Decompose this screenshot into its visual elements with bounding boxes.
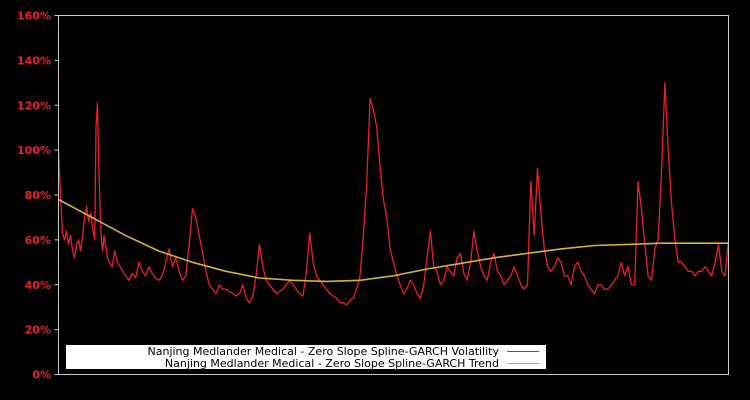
volatility-line <box>57 82 730 306</box>
y-tick-label: 0% <box>32 369 51 382</box>
y-tick-label: 100% <box>17 144 51 157</box>
legend-label-trend: Nanjing Medlander Medical - Zero Slope S… <box>165 357 499 370</box>
legend-label-volatility: Nanjing Medlander Medical - Zero Slope S… <box>148 345 500 358</box>
y-tick-label: 80% <box>25 189 51 202</box>
trend-line <box>58 198 729 283</box>
plot-frame <box>58 15 729 375</box>
plot-area <box>57 82 730 306</box>
legend-box <box>66 345 546 369</box>
y-tick-label: 120% <box>17 99 51 112</box>
y-tick-label: 160% <box>17 10 51 23</box>
y-tick-label: 20% <box>25 324 51 337</box>
legend: Nanjing Medlander Medical - Zero Slope S… <box>66 345 546 370</box>
y-tick-label: 140% <box>17 54 51 67</box>
y-axis: 0% 20% 40% 60% 80% 100% 120% 140% 160% <box>17 10 59 382</box>
y-tick-label: 40% <box>25 279 51 292</box>
y-tick-label: 60% <box>25 234 51 247</box>
